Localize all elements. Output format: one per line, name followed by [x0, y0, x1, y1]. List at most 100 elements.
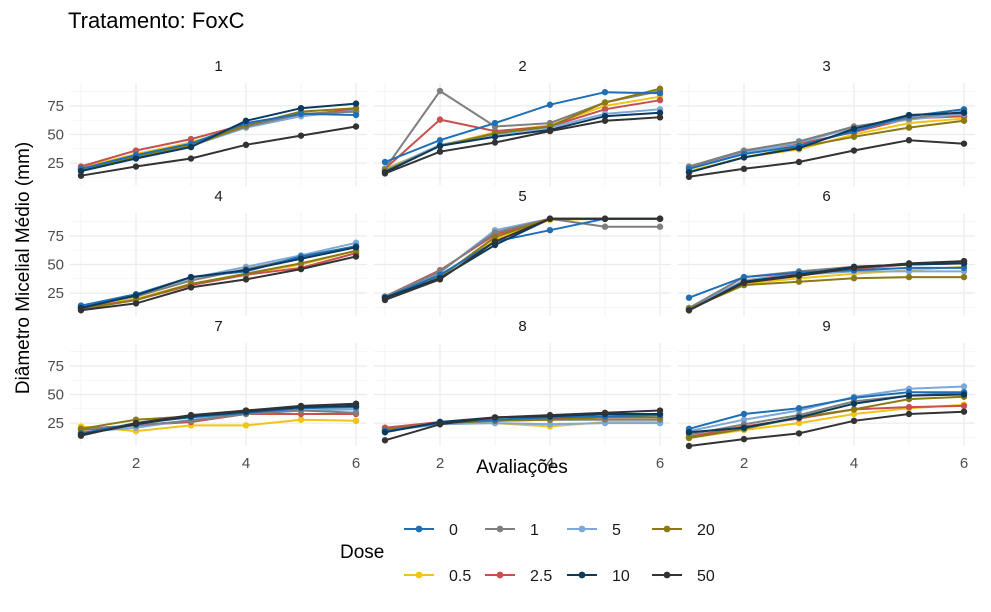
data-point-dose-50 — [491, 139, 499, 146]
data-point-dose-10 — [850, 125, 858, 132]
facet-label: 4 — [214, 188, 222, 205]
legend: Dose 0 1 5 20 0.5 2.5 10 50 — [340, 522, 715, 585]
series-line-dose-50 — [688, 410, 965, 447]
data-point-dose-10 — [740, 154, 748, 161]
data-point-dose-50 — [352, 123, 360, 130]
data-point-dose-20 — [491, 233, 499, 241]
data-point-dose-20 — [77, 425, 85, 433]
facet-panel-6: 6 — [678, 188, 975, 316]
data-point-dose-10 — [905, 392, 913, 399]
series-line-dose-50 — [384, 409, 661, 442]
legend-key-point — [663, 525, 671, 533]
legend-item-2.5: 2.5 — [485, 568, 552, 585]
series-line-dose-1 — [384, 217, 660, 298]
data-point-dose-10 — [187, 273, 195, 281]
legend-title: Dose — [340, 542, 384, 563]
data-point-dose-20 — [850, 406, 858, 413]
series-line-dose-5 — [384, 108, 661, 171]
data-point-dose-50 — [77, 307, 85, 314]
data-point-dose-50 — [546, 127, 554, 135]
data-point-dose-0 — [850, 394, 858, 402]
data-point-dose-10 — [601, 112, 609, 120]
x-tick-label: 4 — [850, 455, 858, 472]
data-point-dose-10 — [905, 111, 913, 119]
facet-label: 5 — [518, 188, 526, 205]
legend-label: 0 — [449, 522, 458, 539]
data-point-dose-20 — [905, 124, 913, 131]
facet-panel-9: 9 2 4 6 — [678, 318, 975, 472]
data-point-dose-10 — [795, 145, 803, 152]
facet-label: 9 — [822, 318, 830, 335]
data-point-dose-50 — [132, 300, 140, 307]
data-point-dose-10 — [960, 391, 968, 398]
legend-item-0.5: 0.5 — [404, 568, 471, 585]
data-point-dose-50 — [850, 147, 858, 154]
data-point-dose-10 — [795, 414, 803, 421]
data-point-dose-50 — [381, 296, 389, 304]
data-point-dose-50 — [187, 155, 195, 162]
legend-label: 2.5 — [530, 568, 552, 585]
series-line-dose-50 — [384, 217, 660, 301]
data-point-dose-0 — [740, 410, 748, 418]
data-point-dose-50 — [352, 253, 360, 260]
data-point-dose-50 — [187, 411, 195, 419]
series-line-dose-20 — [384, 87, 661, 173]
data-point-dose-0 — [960, 264, 968, 272]
data-point-dose-50 — [381, 170, 389, 177]
legend-key-point — [578, 525, 586, 533]
data-point-dose-20 — [960, 273, 968, 281]
data-point-dose-50 — [491, 414, 499, 421]
facet-label: 2 — [518, 58, 526, 75]
y-tick-label: 25 — [47, 285, 64, 302]
data-point-dose-20 — [960, 117, 968, 124]
data-point-dose-0 — [601, 88, 609, 96]
data-point-dose-2.5 — [960, 402, 968, 410]
legend-key-point — [415, 525, 423, 533]
data-point-dose-20 — [905, 273, 913, 281]
data-point-dose-20 — [850, 275, 858, 282]
data-point-dose-10 — [132, 292, 140, 299]
legend-label: 20 — [697, 522, 715, 539]
y-tick-label: 50 — [47, 127, 64, 144]
data-point-dose-50 — [795, 272, 803, 280]
data-point-dose-20 — [656, 85, 664, 92]
facet-label: 8 — [518, 318, 526, 335]
facet-label: 6 — [822, 188, 830, 205]
legend-key-point — [496, 571, 504, 579]
data-point-dose-20 — [601, 99, 609, 106]
data-point-dose-10 — [352, 100, 360, 107]
data-point-dose-10 — [381, 429, 389, 436]
data-point-dose-10 — [740, 424, 748, 431]
data-point-dose-50 — [795, 430, 803, 437]
y-axis-title: Diâmetro Micelial Médio (mm) — [13, 142, 34, 394]
data-point-dose-50 — [436, 421, 444, 428]
series-line-dose-50 — [688, 260, 965, 312]
data-point-dose-50 — [436, 276, 444, 283]
data-point-dose-0 — [656, 90, 664, 97]
series-line-dose-50 — [80, 125, 357, 177]
series-line-dose-20 — [688, 276, 964, 311]
series-line-dose-50 — [688, 139, 965, 178]
legend-item-1: 1 — [485, 522, 539, 539]
data-point-dose-10 — [242, 267, 250, 274]
facet-panel-1: 1 25 50 75 — [47, 58, 367, 186]
data-point-dose-50 — [352, 400, 360, 407]
facet-panel-8: 8 2 4 6 — [374, 318, 671, 472]
y-tick-label: 75 — [47, 98, 64, 115]
facet-panel-5: 5 — [374, 188, 671, 316]
data-point-dose-50 — [685, 173, 693, 181]
data-point-dose-50 — [436, 148, 444, 155]
data-point-dose-2.5 — [132, 147, 140, 154]
data-point-dose-20 — [850, 133, 858, 140]
data-point-dose-50 — [491, 238, 499, 245]
data-point-dose-50 — [656, 407, 664, 414]
data-point-dose-10 — [436, 142, 444, 150]
series-line-dose-2.5 — [384, 99, 661, 170]
data-point-dose-50 — [960, 140, 968, 147]
series-line-dose-1 — [688, 110, 965, 168]
data-point-dose-10 — [685, 429, 693, 436]
chart-title: Tratamento: FoxC — [68, 8, 245, 33]
legend-key-point — [578, 571, 586, 579]
y-tick-label: 75 — [47, 228, 64, 245]
data-point-dose-50 — [242, 407, 250, 414]
